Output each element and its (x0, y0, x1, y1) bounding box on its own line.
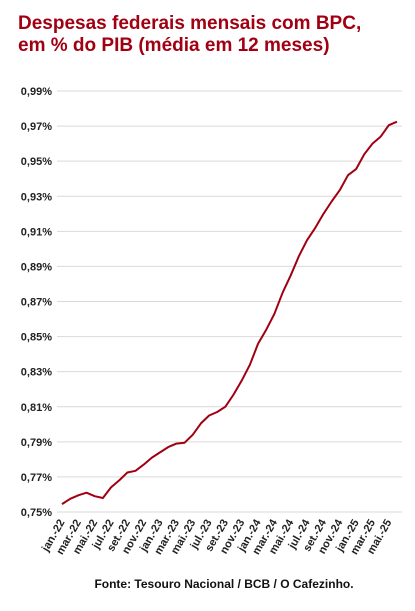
y-tick-label: 0,75% (21, 507, 52, 519)
title-line: Despesas federais mensais com BPC, (18, 13, 361, 34)
y-tick-label: 0,99% (21, 86, 52, 98)
y-tick-label: 0,97% (21, 121, 52, 133)
y-tick-label: 0,77% (21, 472, 52, 484)
y-tick-label: 0,79% (21, 437, 52, 449)
chart-title: Despesas federais mensais com BPC, em % d… (18, 13, 361, 56)
y-tick-label: 0,91% (21, 226, 52, 238)
source: Fonte: Tesouro Nacional / BCB / O Cafezi… (94, 577, 353, 591)
y-tick-label: 0,81% (21, 402, 52, 414)
y-tick-label: 0,87% (21, 297, 52, 309)
title-line: em % do PIB (média em 12 meses) (18, 35, 330, 56)
y-tick-label: 0,89% (21, 261, 52, 273)
line-series (61, 120, 398, 505)
y-tick-label: 0,95% (21, 156, 52, 168)
y-tick-label: 0,83% (21, 367, 52, 379)
y-tick-label: 0,93% (21, 191, 52, 203)
y-tick-label: 0,85% (21, 332, 52, 344)
